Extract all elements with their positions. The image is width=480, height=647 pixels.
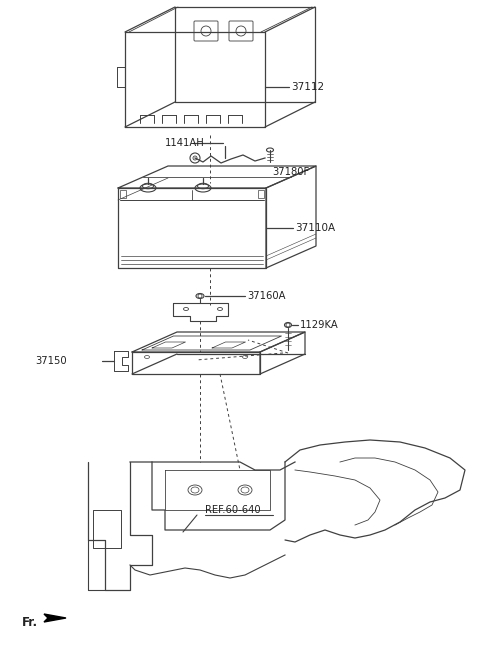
Text: 37180F: 37180F: [272, 167, 309, 177]
Bar: [93, 510, 121, 548]
Text: REF.60-640: REF.60-640: [205, 505, 261, 515]
Text: 37112: 37112: [291, 82, 324, 92]
Bar: [120, 190, 126, 198]
Polygon shape: [44, 614, 66, 622]
Text: 1141AH: 1141AH: [165, 138, 205, 148]
Text: 37110A: 37110A: [295, 223, 335, 233]
Text: 37150: 37150: [35, 356, 67, 366]
Text: Fr.: Fr.: [22, 615, 38, 628]
Text: 1129KA: 1129KA: [300, 320, 339, 330]
Text: 37160A: 37160A: [247, 291, 286, 301]
Bar: [258, 190, 264, 198]
